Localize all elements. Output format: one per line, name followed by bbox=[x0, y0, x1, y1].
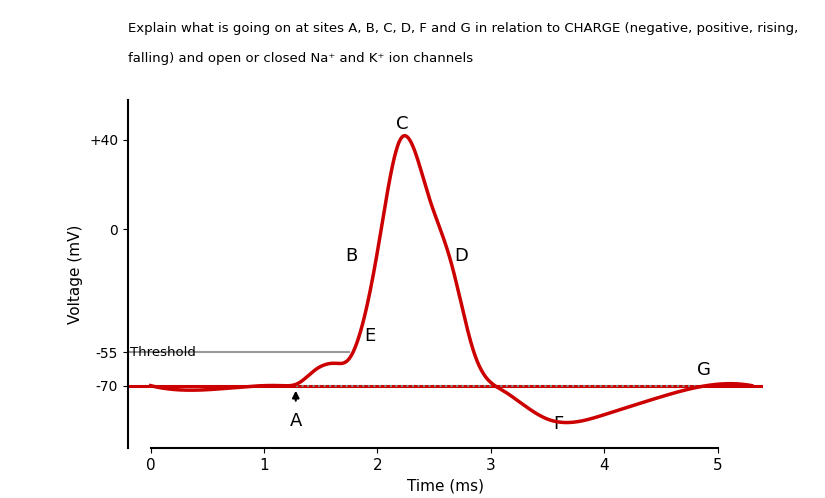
Text: C: C bbox=[396, 115, 408, 133]
Y-axis label: Voltage (mV): Voltage (mV) bbox=[68, 224, 83, 324]
Text: E: E bbox=[364, 327, 375, 346]
Text: G: G bbox=[697, 361, 711, 379]
X-axis label: Time (ms): Time (ms) bbox=[407, 479, 484, 494]
Text: Threshold: Threshold bbox=[130, 346, 196, 359]
Text: A: A bbox=[290, 412, 302, 430]
Text: Explain what is going on at sites A, B, C, D, F and G in relation to CHARGE (neg: Explain what is going on at sites A, B, … bbox=[128, 22, 798, 35]
Text: falling) and open or closed Na⁺ and K⁺ ion channels: falling) and open or closed Na⁺ and K⁺ i… bbox=[128, 52, 473, 65]
Text: B: B bbox=[345, 247, 357, 265]
Text: F: F bbox=[554, 415, 563, 433]
Text: D: D bbox=[455, 247, 469, 265]
